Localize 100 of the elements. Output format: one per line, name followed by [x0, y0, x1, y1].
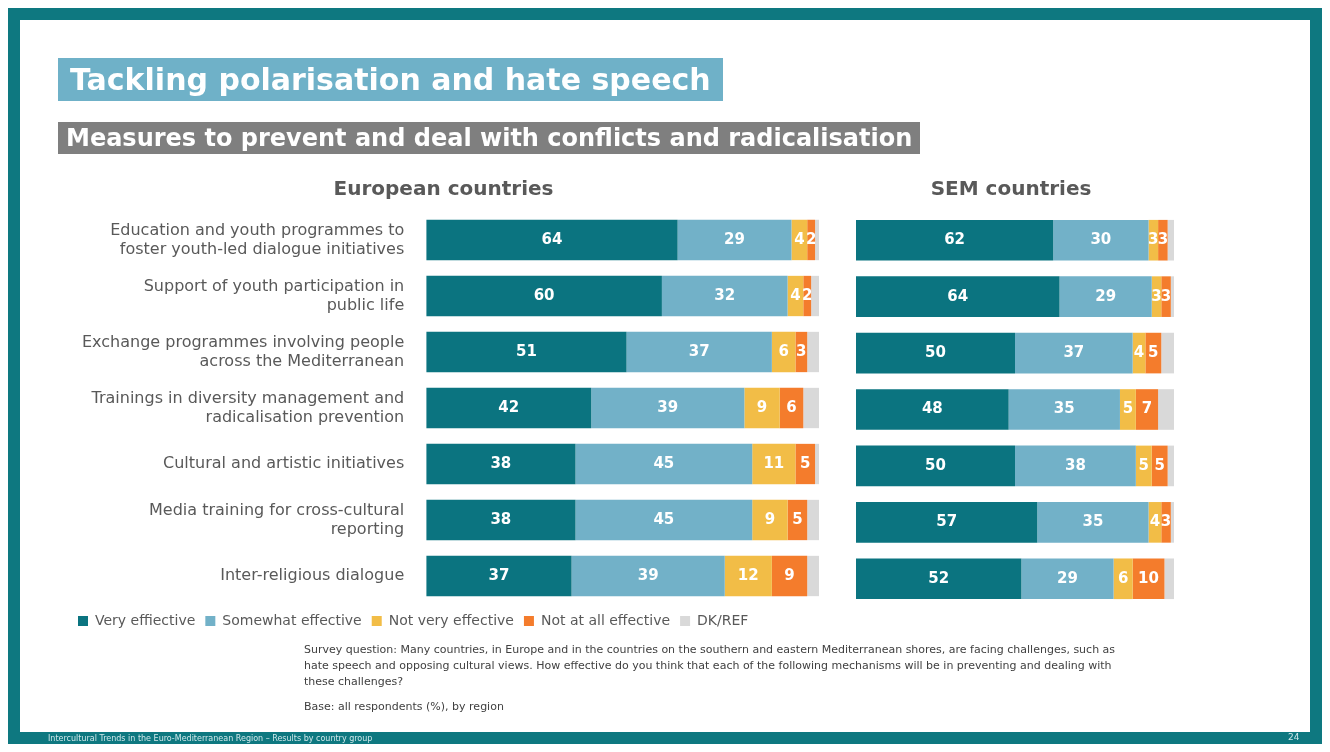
legend-label: Somewhat effective — [222, 611, 362, 628]
data-label: 32 — [714, 285, 736, 304]
data-label: 4 — [790, 285, 801, 304]
data-label: 5 — [1138, 455, 1150, 474]
data-label: 9 — [784, 565, 795, 584]
bar — [426, 219, 678, 261]
text: Measures to prevent and deal with conflicts and radicalisation — [58, 122, 921, 154]
chart-title: SEM countries — [930, 176, 1092, 201]
bar — [1053, 219, 1149, 261]
bar — [677, 219, 792, 261]
data-label: 4 — [1133, 342, 1145, 361]
data-label: 5 — [792, 509, 803, 528]
bar — [1021, 558, 1114, 600]
bar — [1015, 445, 1136, 487]
text: Survey question: Many countries, in Europe and in the countries on the southern and eastern Mediterranean shores, are facing challenges, such as hate speech and opposing cultural views. How effective do you think that each of the following mechanisms will be in preventing and dealing with these challenges? — [304, 642, 1117, 690]
data-label: 38 — [490, 509, 512, 528]
text: Base: all respondents (%), by region — [304, 700, 504, 713]
bar — [807, 499, 819, 541]
data-label: 6 — [1117, 568, 1129, 587]
y-tick-label: Education and youth programmes to foster youth-led dialogue initiatives — [110, 219, 405, 258]
bar — [1158, 389, 1174, 430]
bar — [1170, 276, 1174, 317]
bar — [811, 275, 819, 317]
bar — [426, 331, 627, 373]
data-label: 62 — [944, 230, 966, 249]
bar — [575, 443, 753, 485]
data-label: 9 — [764, 509, 776, 528]
text: Intercultural Trends in the Euro-Mediterranean Region – Results by country group — [48, 734, 373, 743]
legend-label: Not very effective — [388, 611, 514, 628]
bar — [426, 443, 576, 485]
bar — [856, 219, 1054, 261]
bar — [1037, 502, 1149, 543]
bar — [795, 443, 816, 485]
data-label: 45 — [653, 509, 675, 528]
legend-label: DK/REF — [697, 611, 749, 628]
bar — [1167, 219, 1174, 261]
data-label: 7 — [1141, 399, 1153, 418]
bar — [591, 387, 745, 429]
legend-label: Not at all effective — [540, 611, 671, 628]
data-label: 60 — [533, 285, 555, 304]
data-label: 64 — [541, 229, 563, 248]
bar — [856, 276, 1060, 317]
data-label: 52 — [928, 568, 950, 587]
bar — [752, 443, 796, 485]
bar — [426, 499, 576, 541]
y-tick-label: Support of youth participation in public life — [143, 275, 405, 314]
bar — [744, 387, 780, 429]
bar — [1059, 276, 1152, 317]
y-tick-label: Inter-religious dialogue — [220, 565, 405, 585]
bar — [1167, 445, 1174, 487]
bar — [1008, 389, 1120, 430]
bar — [807, 331, 819, 373]
data-label: 2 — [802, 285, 813, 304]
bar — [856, 445, 1015, 487]
bar — [856, 389, 1009, 430]
bar — [856, 558, 1022, 600]
data-label: 3 — [1160, 286, 1172, 305]
legend-label: Very effiective — [95, 611, 196, 628]
data-label: 35 — [1082, 512, 1104, 531]
bar — [771, 555, 808, 597]
bar — [724, 555, 772, 597]
data-label: 12 — [737, 565, 759, 584]
data-label: 3 — [1157, 230, 1169, 249]
bar — [856, 332, 1015, 374]
data-label: 50 — [925, 342, 946, 361]
data-label: 5 — [1154, 455, 1165, 474]
data-label: 5 — [800, 453, 811, 472]
y-tick-label: Media training for cross-cultural reporting — [149, 499, 405, 538]
data-label: 3 — [1160, 512, 1172, 531]
chart-title: European countries — [333, 176, 554, 201]
data-label: 39 — [637, 565, 659, 584]
data-label: 37 — [1063, 342, 1085, 361]
data-label: 4 — [1149, 512, 1161, 531]
bar — [1161, 332, 1174, 374]
bar — [815, 443, 819, 485]
bar — [752, 499, 788, 541]
data-label: 5 — [1148, 342, 1159, 361]
data-label: 42 — [498, 397, 520, 416]
bar — [803, 387, 819, 429]
bar — [1164, 558, 1174, 600]
bar — [575, 499, 753, 541]
data-label: 50 — [925, 455, 946, 474]
data-label: 37 — [488, 565, 510, 584]
data-label: 11 — [763, 453, 785, 472]
data-label: 37 — [688, 341, 710, 360]
data-label: 57 — [936, 512, 958, 531]
data-label: 35 — [1053, 399, 1075, 418]
y-tick-label: Cultural and artistic initiatives — [163, 453, 405, 473]
text: Tackling polarisation and hate speech — [58, 58, 723, 101]
data-label: 3 — [1148, 230, 1159, 249]
data-label: 38 — [1064, 455, 1086, 474]
bar — [661, 275, 788, 317]
text: 24 — [1288, 732, 1300, 742]
data-label: 29 — [1095, 286, 1117, 305]
bar — [856, 502, 1038, 543]
data-label: 2 — [805, 229, 817, 248]
bar — [626, 331, 772, 373]
bar — [1170, 502, 1174, 543]
data-label: 3 — [1151, 286, 1162, 305]
data-label: 6 — [786, 397, 797, 416]
